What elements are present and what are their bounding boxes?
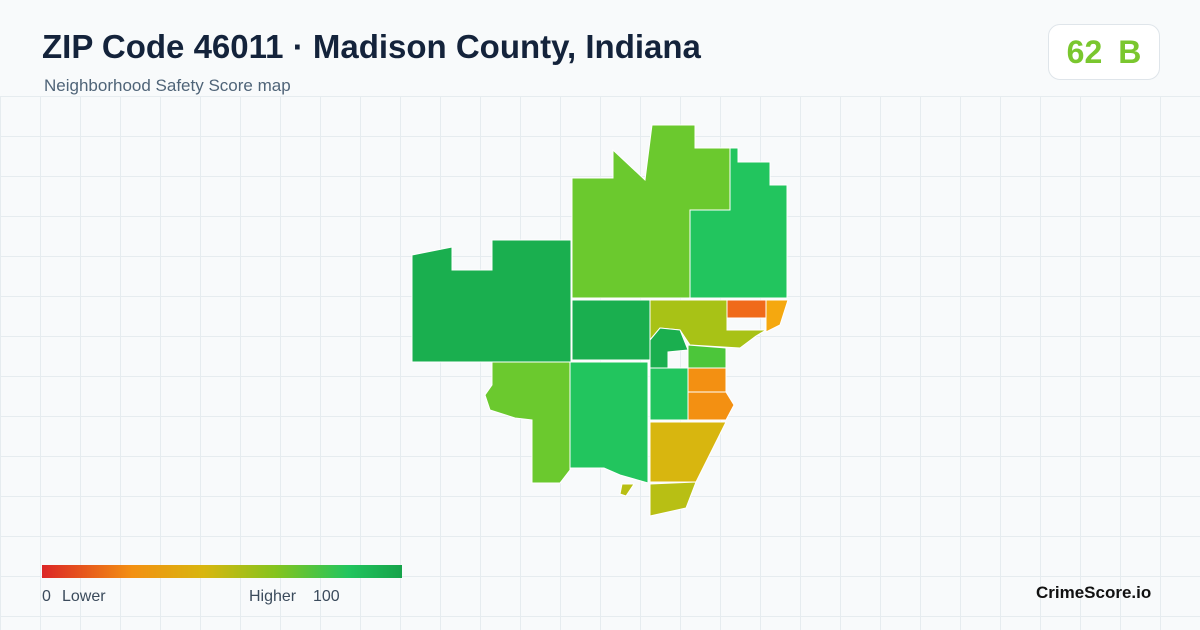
- score-grade: B: [1118, 33, 1142, 70]
- legend-min-label: Lower: [62, 588, 106, 605]
- region: [649, 421, 727, 483]
- region: [484, 361, 571, 484]
- title: ZIP Code 46011 · Madison County, Indiana: [42, 28, 701, 65]
- region: [619, 483, 635, 497]
- legend-max-label: Higher: [249, 588, 297, 605]
- region: [649, 367, 689, 421]
- region: [687, 344, 727, 369]
- subtitle: Neighborhood Safety Score map: [44, 76, 291, 95]
- region: [569, 361, 649, 484]
- legend-gradient: [42, 565, 402, 578]
- score-badge: 62 B: [1048, 24, 1160, 80]
- region: [687, 391, 735, 421]
- legend-min: 0: [42, 588, 51, 605]
- region: [411, 239, 572, 363]
- region: [726, 299, 767, 319]
- region: [689, 147, 788, 299]
- brand: CrimeScore.io: [1036, 583, 1152, 602]
- score-value: 62: [1066, 33, 1103, 70]
- region: [765, 299, 789, 333]
- region: [649, 481, 697, 517]
- legend-max: 100: [313, 588, 340, 605]
- region: [687, 367, 727, 393]
- region: [571, 299, 651, 361]
- header: [0, 0, 1200, 96]
